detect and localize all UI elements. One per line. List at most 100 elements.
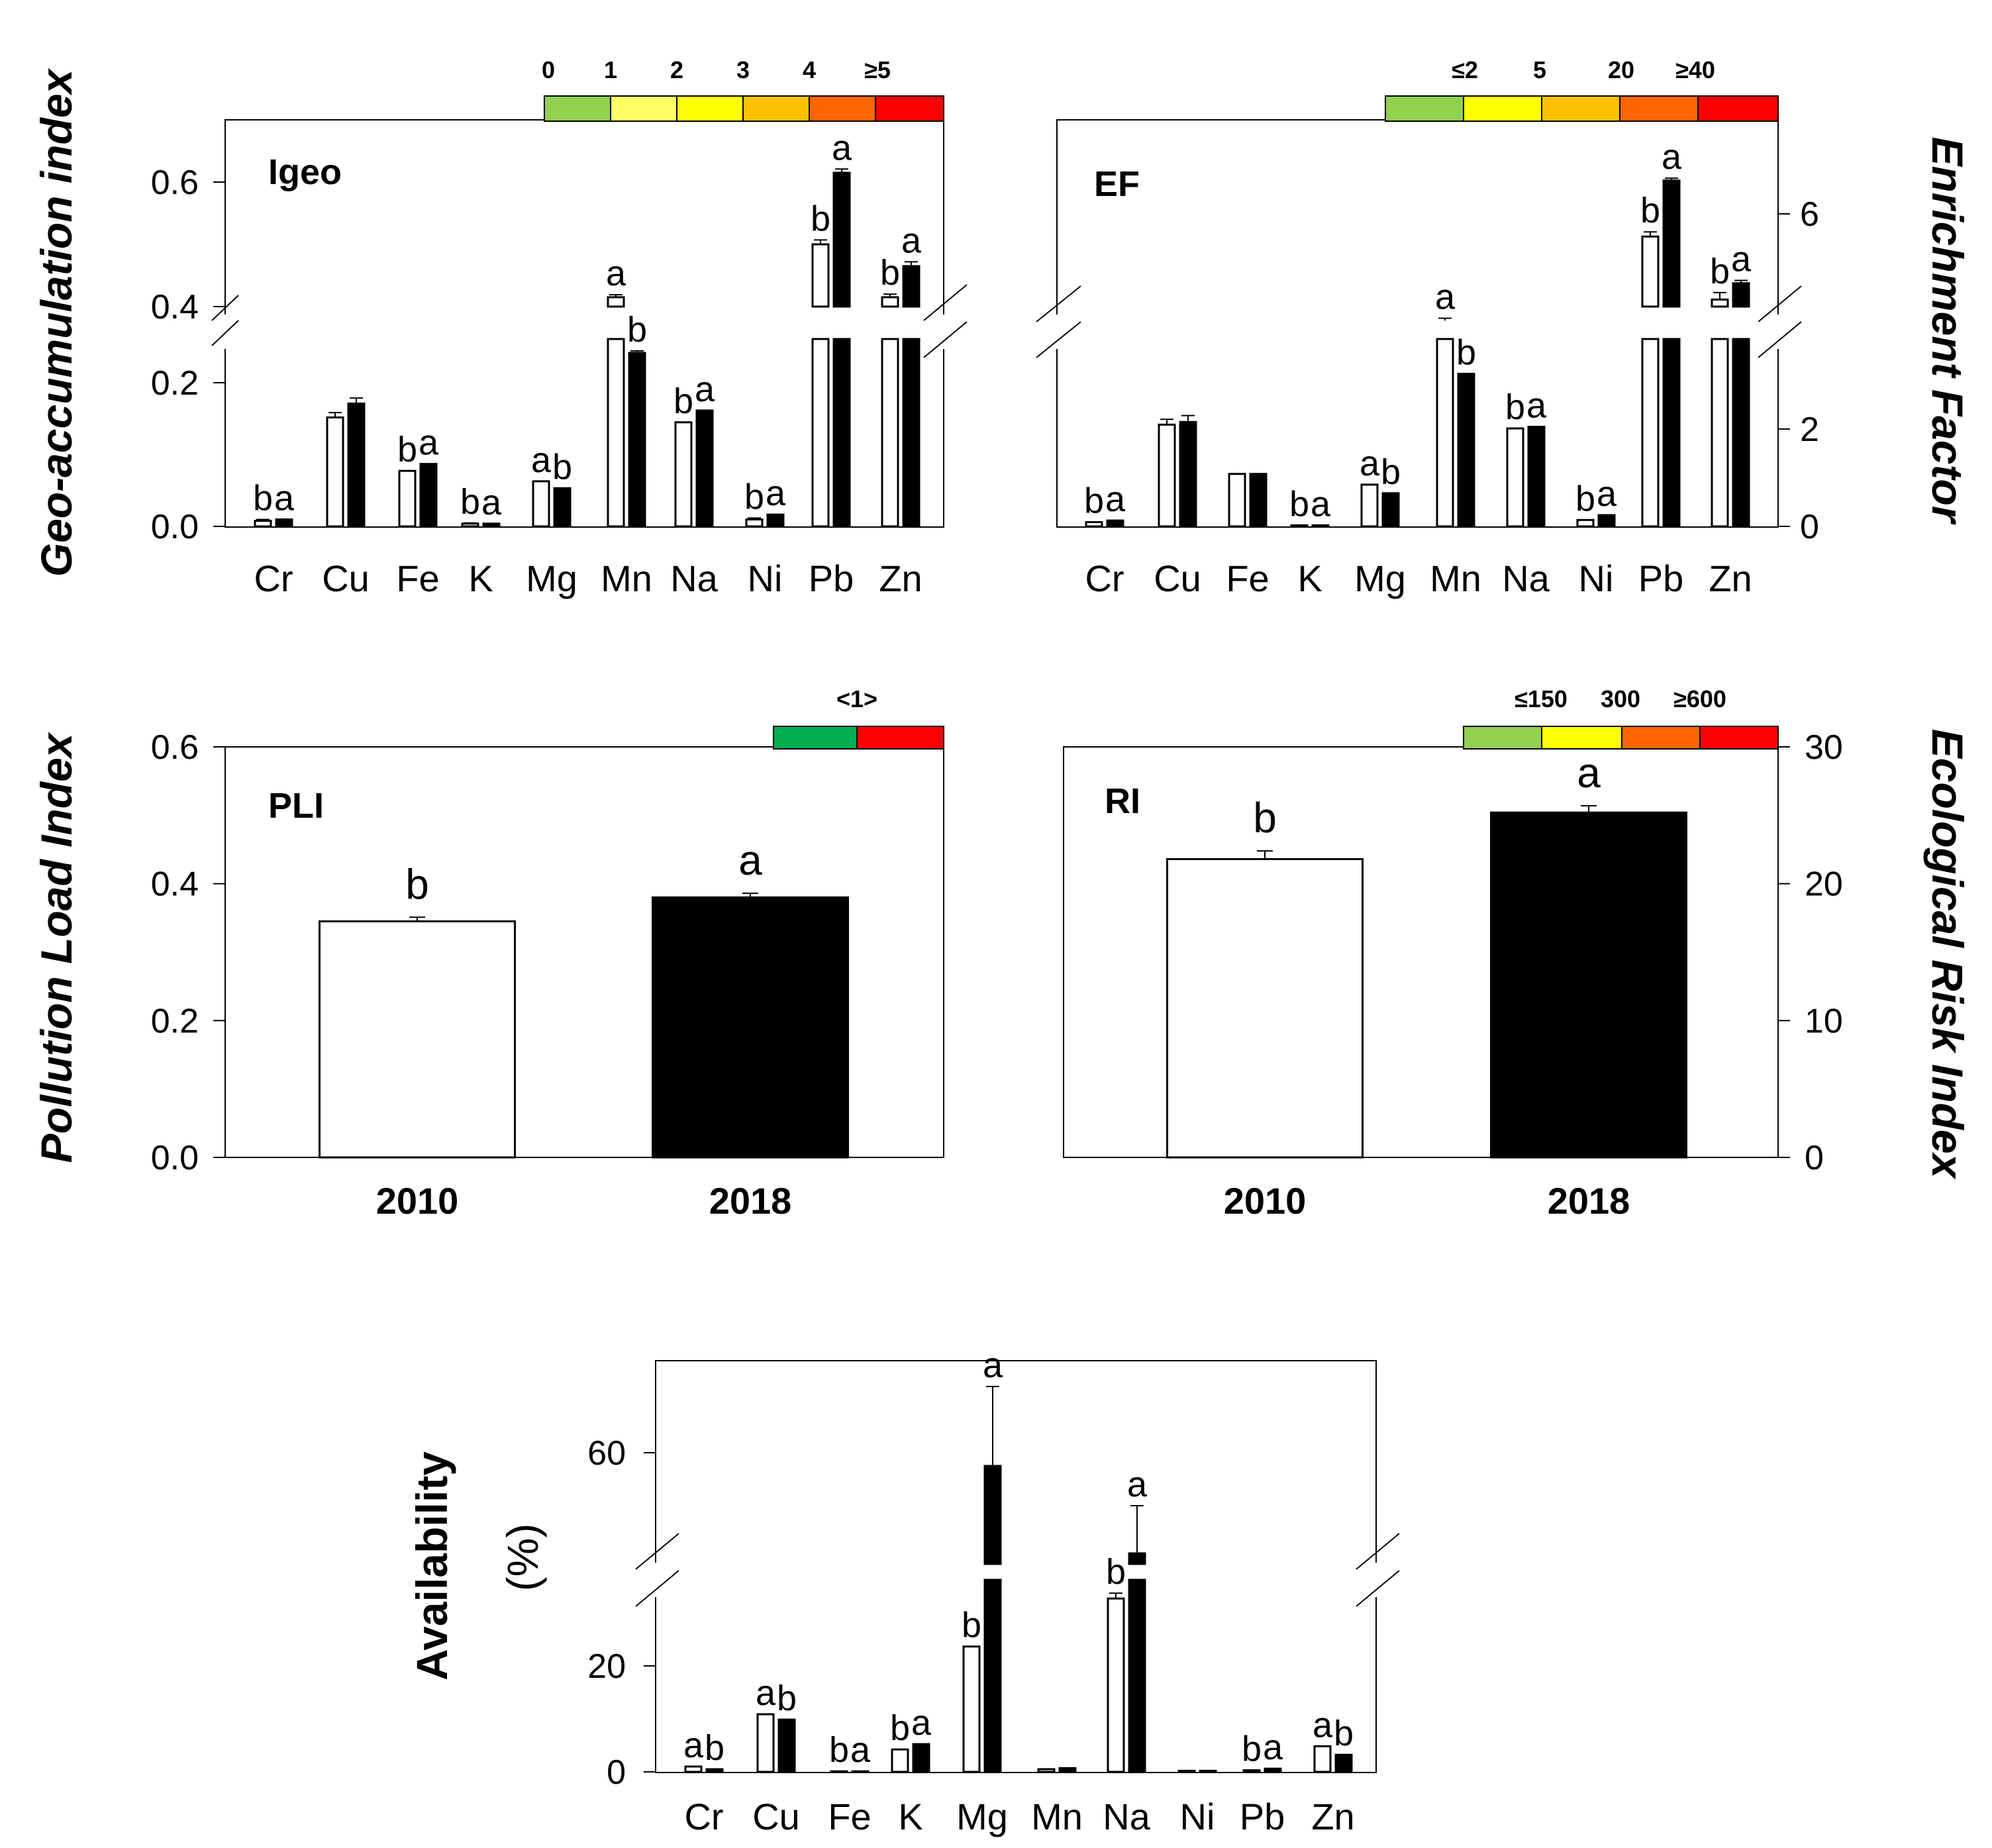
ef-x-tick-label: Mg xyxy=(1354,558,1406,599)
ri-plot-frame xyxy=(1063,746,1779,1158)
ef-x-tick-label: Zn xyxy=(1709,558,1752,599)
ef-ni-2018-bar xyxy=(1597,514,1616,528)
ef-cr-2010-bar xyxy=(1085,521,1103,528)
availability-x-tick-label: Mg xyxy=(956,1796,1008,1837)
ef-mn-2018-significance-letter: b xyxy=(1456,333,1476,373)
ef-ni-2010-significance-letter: b xyxy=(1575,479,1595,518)
igeo-k-2010-bar xyxy=(461,522,479,528)
igeo-fe-2010-significance-letter: b xyxy=(397,430,417,469)
ri-panel-title: RI xyxy=(1105,781,1140,821)
igeo-y-tick-label: 0.2 xyxy=(151,364,199,403)
ef-cu-2018-bar xyxy=(1179,420,1197,528)
igeo-pb-2018-bar-upper xyxy=(832,171,851,308)
ef-na-2010-significance-letter: b xyxy=(1505,387,1525,427)
igeo-scale-swatch-2 xyxy=(676,95,744,122)
pli-x-tick-label: 2018 xyxy=(709,1180,792,1222)
ef-fe-2010-bar xyxy=(1228,473,1246,528)
igeo-panel-title: Igeo xyxy=(268,152,342,192)
pli-y-tick-label: 0.0 xyxy=(151,1139,199,1177)
igeo-x-tick-label: Zn xyxy=(879,558,922,599)
availability-x-tick-label: Zn xyxy=(1311,1796,1354,1837)
ef-k-2010-significance-letter: b xyxy=(1289,484,1309,524)
igeo-scale-label: 2 xyxy=(670,56,683,83)
pli-panel-title: PLI xyxy=(268,786,324,826)
ef-na-2018-bar xyxy=(1527,426,1546,528)
availability-zn-2018-significance-letter: b xyxy=(1334,1714,1354,1753)
ef-zn-2018-bar-upper xyxy=(1732,282,1750,308)
igeo-na-2010-significance-letter: b xyxy=(673,381,693,421)
ef-x-tick-label: Ni xyxy=(1579,558,1614,599)
availability-ni-2018-bar xyxy=(1199,1769,1217,1773)
igeo-scale-swatch-5 xyxy=(875,95,944,122)
ef-scale-label: 5 xyxy=(1533,56,1546,83)
ef-mg-2010-bar xyxy=(1360,483,1379,528)
availability-axis-break-right xyxy=(1356,1533,1400,1607)
availability-cr-2018-significance-letter: b xyxy=(705,1728,724,1768)
availability-mn-2018-bar xyxy=(1058,1767,1077,1773)
igeo-cr-2010-significance-letter: b xyxy=(253,479,273,518)
ri-scale-label: ≤150 xyxy=(1515,685,1568,712)
igeo-k-2018-bar xyxy=(482,522,501,528)
ef-ni-2018-significance-letter: a xyxy=(1597,474,1617,514)
igeo-zn-2010-significance-letter: b xyxy=(880,253,900,293)
pli-panel: <1> PLI Pollution Load Index 0.00.20.40.… xyxy=(32,685,944,1222)
igeo-scale-swatch-1 xyxy=(610,95,677,122)
availability-pb-2018-significance-letter: a xyxy=(1263,1727,1283,1767)
ef-zn-2018-bar-lower xyxy=(1732,338,1750,528)
availability-x-tick-label: Cu xyxy=(752,1796,800,1837)
availability-k-2018-bar xyxy=(912,1743,930,1773)
ri-bar-2010 xyxy=(1166,857,1364,1159)
igeo-pb-2018-bar-lower xyxy=(832,338,851,528)
igeo-zn-2010-bar-upper xyxy=(881,296,899,308)
igeo-ni-2018-significance-letter: a xyxy=(766,473,786,513)
availability-k-2010-significance-letter: b xyxy=(890,1708,910,1748)
ef-fe-2018-bar xyxy=(1249,473,1268,528)
ef-y-tick-label: 2 xyxy=(1800,411,1819,449)
ef-scale-swatch-0 xyxy=(1385,95,1464,122)
igeo-pb-2010-bar-lower xyxy=(811,338,830,528)
ri-scale-bar: ≤150 300 ≥600 xyxy=(1463,685,1779,750)
igeo-scale-swatch-3 xyxy=(742,95,810,122)
igeo-na-2018-bar xyxy=(695,409,714,528)
igeo-y-tick-label: 0.0 xyxy=(151,508,199,546)
availability-x-tick-label: Ni xyxy=(1180,1796,1215,1837)
ef-x-tick-label: K xyxy=(1297,558,1322,599)
igeo-y-axis-title: Geo-accumulation index xyxy=(32,68,81,577)
ef-zn-2010-bar-upper xyxy=(1711,298,1729,308)
availability-cu-2010-bar xyxy=(756,1713,775,1773)
ef-scale-swatch-1 xyxy=(1463,95,1542,122)
igeo-x-tick-label: Ni xyxy=(748,558,783,599)
ef-mg-2018-bar xyxy=(1381,492,1400,528)
ef-panel: ≤2 5 20 ≥40 EF Enrichment Factor 6 2 0 b… xyxy=(1036,56,1972,599)
availability-zn-2018-bar xyxy=(1334,1753,1353,1773)
availability-k-2018-significance-letter: a xyxy=(911,1703,932,1743)
ef-x-tick-label: Cu xyxy=(1154,558,1201,599)
ri-significance-letter-2010: b xyxy=(1253,794,1277,842)
ef-cr-2010-significance-letter: b xyxy=(1084,481,1104,521)
pli-y-tick-label: 0.6 xyxy=(151,728,199,767)
availability-y-tick-label: 60 xyxy=(587,1434,626,1473)
ef-ni-2010-bar xyxy=(1576,518,1595,528)
igeo-scale-label: ≥5 xyxy=(864,56,891,83)
igeo-y-tick-label: 0.4 xyxy=(151,288,199,326)
igeo-mn-2010-bar-upper xyxy=(607,296,625,308)
igeo-zn-2018-bar-lower xyxy=(902,338,921,528)
ef-x-tick-label: Fe xyxy=(1226,558,1269,599)
igeo-pb-2010-bar-upper xyxy=(811,243,830,308)
availability-y-tick-label: 0 xyxy=(607,1753,626,1792)
igeo-x-tick-label: Pb xyxy=(809,558,854,599)
igeo-pb-2010-significance-letter: b xyxy=(811,199,830,238)
igeo-x-tick-label: K xyxy=(468,558,493,599)
availability-mg-2010-bar xyxy=(962,1645,981,1773)
pli-scale-swatch-1 xyxy=(856,726,944,750)
igeo-scale-label: 4 xyxy=(803,56,816,83)
availability-cr-2010-bar xyxy=(684,1765,703,1773)
pli-bar-2018 xyxy=(652,896,849,1159)
pli-y-tick-label: 0.2 xyxy=(151,1002,199,1040)
ef-x-tick-label: Cr xyxy=(1085,558,1124,599)
igeo-mn-2010-significance-letter: a xyxy=(606,254,626,293)
igeo-na-2010-bar xyxy=(674,421,693,528)
ef-x-tick-label: Na xyxy=(1502,558,1550,599)
